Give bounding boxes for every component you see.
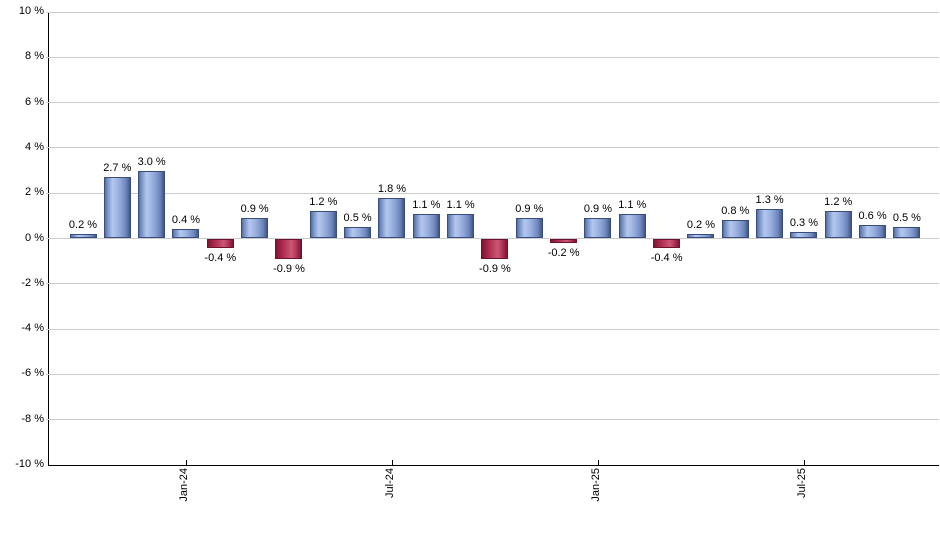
bar-Mar-24: [241, 218, 269, 239]
bar-value-label: 1.8 %: [377, 182, 407, 195]
bar-value-label: 0.9 %: [515, 203, 544, 216]
bar-Oct-25: [893, 227, 921, 239]
bar-Jun-24: [344, 227, 372, 239]
bar-value-label: -0.9 %: [479, 262, 511, 275]
bar-Feb-24: [206, 238, 234, 248]
bar-value-label: 1.1 %: [446, 198, 475, 211]
gridline: [46, 328, 939, 330]
bar-Aug-24: [412, 213, 440, 239]
y-axis-label: 4 %: [25, 140, 44, 153]
y-axis-label: 6 %: [25, 95, 44, 108]
y-axis-label: 10 %: [18, 5, 44, 17]
bar-value-label: 3.0 %: [137, 155, 166, 168]
y-axis-label: -4 %: [21, 322, 44, 335]
bar-Jun-25: [756, 209, 784, 239]
y-axis-label: 8 %: [25, 50, 44, 63]
bar-Dec-24: [550, 238, 578, 244]
bar-May-24: [309, 211, 337, 239]
bar-value-label: -0.2 %: [547, 247, 580, 260]
gridline: [46, 373, 939, 375]
bar-Aug-25: [824, 211, 852, 239]
y-axis-label: -8 %: [21, 412, 44, 425]
bar-Oct-23: [69, 233, 97, 239]
y-axis-label: 0 %: [25, 231, 44, 244]
y-axis-label: -2 %: [21, 276, 44, 289]
x-axis-tick: [597, 460, 599, 465]
bar-value-label: -0.9 %: [273, 262, 305, 275]
bar-Jan-25: [584, 218, 612, 239]
bar-May-25: [721, 220, 749, 239]
bar-Apr-25: [687, 233, 715, 239]
bar-value-label: 0.6 %: [858, 209, 887, 222]
bar-value-label: -0.4 %: [650, 251, 683, 264]
bar-value-label: 1.2 %: [824, 196, 853, 209]
bar-value-label: 1.1 %: [618, 198, 647, 211]
gridline: [46, 56, 939, 58]
gridline: [46, 283, 939, 285]
bar-Feb-25: [618, 213, 646, 239]
bar-Jan-24: [172, 229, 200, 239]
bar-Dec-23: [138, 170, 166, 239]
gridline: [46, 102, 939, 104]
bar-Sep-24: [447, 213, 475, 239]
bar-Apr-24: [275, 238, 303, 259]
bar-Jul-24: [378, 197, 406, 239]
bar-value-label: 0.5 %: [343, 212, 372, 225]
bar-value-label: 1.1 %: [412, 198, 441, 211]
bar-value-label: 0.2 %: [68, 218, 98, 231]
gridline: [46, 192, 939, 194]
bar-value-label: 0.8 %: [721, 205, 750, 218]
bar-value-label: 0.3 %: [789, 216, 818, 229]
x-axis-tick: [391, 460, 393, 465]
bar-value-label: 0.9 %: [583, 203, 612, 216]
bar-value-label: 0.2 %: [686, 218, 715, 231]
x-axis-tick: [185, 460, 187, 465]
y-axis-label: -6 %: [21, 367, 44, 380]
bar-value-label: -0.4 %: [204, 251, 237, 264]
bar-value-label: 0.9 %: [240, 203, 269, 216]
bar-Mar-25: [653, 238, 681, 248]
bar-Sep-25: [859, 224, 887, 239]
x-axis-tick-label: Jan-24: [177, 468, 190, 502]
y-axis-label: 2 %: [25, 186, 44, 199]
bar-Jul-25: [790, 231, 818, 239]
gridline: [46, 419, 939, 421]
x-axis-tick: [803, 460, 805, 465]
bar-value-label: 1.3 %: [755, 194, 784, 207]
bar-value-label: 2.7 %: [103, 162, 132, 175]
gridline: [46, 11, 939, 13]
x-axis-tick-label: Jul-25: [795, 468, 808, 498]
x-axis-tick-label: Jan-25: [589, 468, 602, 502]
bar-value-label: 0.5 %: [892, 212, 921, 225]
bar-Nov-23: [103, 177, 131, 239]
gridline: [46, 147, 939, 149]
plot-area: 0.2 % 2.7 % 3.0 % 0.4 % -0.4 % 0.9 % -0.9 % 1.2…: [46, 11, 939, 466]
y-axis-label: -10 %: [15, 458, 44, 470]
bar-value-label: 1.2 %: [309, 196, 338, 209]
bar-Nov-24: [515, 218, 543, 239]
bar-Oct-24: [481, 238, 509, 259]
bar-value-label: 0.4 %: [171, 214, 201, 227]
x-axis-tick-label: Jul-24: [383, 468, 396, 498]
